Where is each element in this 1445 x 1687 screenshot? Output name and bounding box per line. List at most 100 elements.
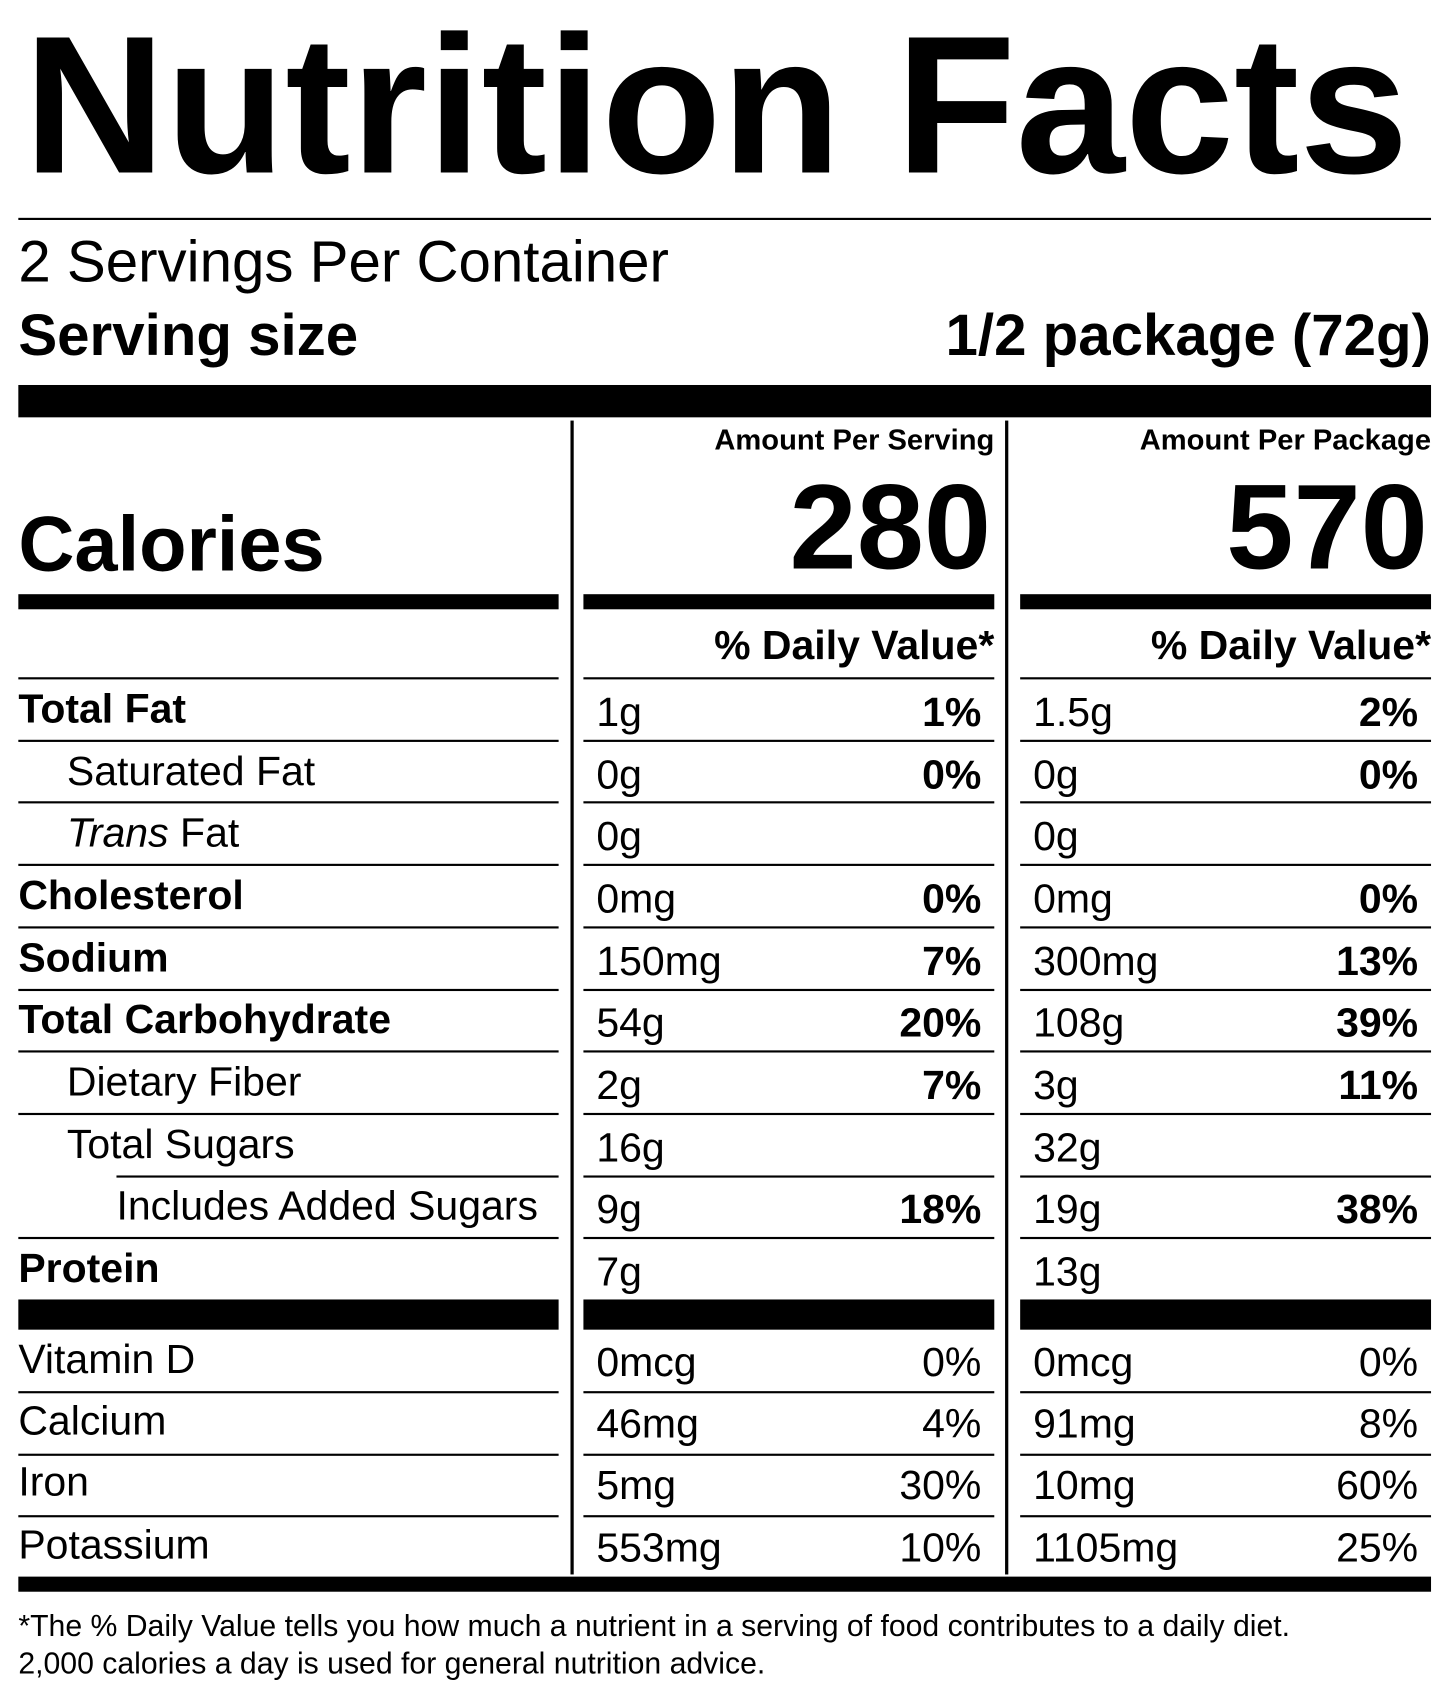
daily-value: 39% bbox=[1336, 1001, 1419, 1047]
rule bbox=[583, 926, 995, 929]
amount: 0g bbox=[1033, 752, 1079, 798]
nutrient-label: Dietary Fiber bbox=[66, 1060, 302, 1106]
vitamin-label: Calcium bbox=[18, 1398, 167, 1445]
rule bbox=[18, 384, 1432, 418]
daily-value: 60% bbox=[1336, 1463, 1419, 1510]
amount: 7g bbox=[596, 1250, 642, 1296]
rule bbox=[18, 988, 559, 991]
daily-value: 0% bbox=[922, 1340, 982, 1386]
nutrient-label: Protein bbox=[18, 1246, 160, 1293]
amount: 16g bbox=[596, 1125, 665, 1171]
rule bbox=[18, 594, 559, 610]
amount: 3g bbox=[1033, 1063, 1079, 1109]
rule bbox=[18, 1514, 559, 1518]
amount: 553mg bbox=[596, 1525, 722, 1571]
rule bbox=[583, 594, 995, 610]
amount: 10mg bbox=[1033, 1463, 1136, 1510]
rule bbox=[18, 1112, 559, 1115]
dv-header: % Daily Value* bbox=[1150, 623, 1432, 669]
footnote: *The % Daily Value tells you how much a … bbox=[18, 1609, 1291, 1643]
column-header: Amount Per Serving bbox=[714, 423, 995, 457]
amount: 46mg bbox=[596, 1402, 699, 1448]
rule bbox=[18, 739, 559, 742]
amount: 0mg bbox=[1033, 876, 1113, 922]
daily-value: 30% bbox=[899, 1463, 982, 1510]
rule bbox=[583, 677, 995, 680]
rule bbox=[570, 420, 574, 1575]
rule bbox=[583, 1112, 995, 1115]
nutrient-label: Trans Fat bbox=[67, 813, 239, 854]
amount: 300mg bbox=[1033, 938, 1159, 985]
daily-value: 20% bbox=[899, 1001, 982, 1047]
rule bbox=[18, 1391, 559, 1394]
amount: 1105mg bbox=[1033, 1525, 1179, 1571]
rule bbox=[583, 1050, 995, 1053]
daily-value: 11% bbox=[1338, 1063, 1419, 1109]
daily-value: 25% bbox=[1336, 1525, 1419, 1571]
nutrient-label: Cholesterol bbox=[18, 873, 244, 919]
rule bbox=[583, 739, 995, 742]
rule bbox=[583, 801, 995, 804]
vitamin-label: Vitamin D bbox=[18, 1337, 196, 1383]
rule bbox=[583, 1514, 995, 1518]
rule bbox=[18, 801, 559, 804]
rule bbox=[583, 1391, 995, 1394]
rule bbox=[583, 1175, 995, 1178]
column-header: Amount Per Package bbox=[1139, 423, 1432, 457]
daily-value: 7% bbox=[922, 938, 982, 985]
daily-value: 1% bbox=[922, 689, 982, 736]
rule bbox=[1020, 677, 1432, 680]
amount: 0mcg bbox=[1033, 1340, 1134, 1386]
rule bbox=[116, 1175, 559, 1178]
calories-value: 570 bbox=[1226, 459, 1428, 595]
daily-value: 0% bbox=[922, 876, 982, 922]
serving-size-label: Serving size bbox=[18, 303, 359, 369]
rule bbox=[18, 863, 559, 867]
calories-label: Calories bbox=[18, 501, 325, 588]
amount: 5mg bbox=[596, 1463, 677, 1510]
rule bbox=[1020, 988, 1432, 991]
rule bbox=[583, 863, 995, 867]
nutrient-label: Saturated Fat bbox=[66, 748, 316, 795]
daily-value: 13% bbox=[1336, 938, 1419, 985]
daily-value: 2% bbox=[1358, 689, 1419, 736]
serving-size-value: 1/2 package (72g) bbox=[945, 303, 1432, 369]
title: Nutrition Facts bbox=[23, 0, 1409, 215]
servings: 2 Servings Per Container bbox=[18, 230, 669, 295]
amount: 0mcg bbox=[596, 1340, 697, 1386]
rule bbox=[1020, 801, 1432, 804]
rule bbox=[583, 1299, 995, 1330]
italic-prefix: Trans bbox=[66, 811, 169, 857]
label-text: Fat bbox=[180, 811, 240, 857]
vitamin-label: Potassium bbox=[18, 1522, 210, 1568]
rule bbox=[1020, 1050, 1432, 1053]
rule bbox=[1020, 1453, 1432, 1456]
amount: 0g bbox=[596, 814, 642, 860]
rule bbox=[18, 1050, 559, 1053]
daily-value: 0% bbox=[1358, 876, 1419, 922]
footnote: 2,000 calories a day is used for general… bbox=[18, 1647, 766, 1681]
rule bbox=[1020, 1391, 1432, 1394]
nutrient-label: Total Fat bbox=[18, 686, 187, 733]
dv-header: % Daily Value* bbox=[714, 623, 995, 669]
rule bbox=[1020, 863, 1432, 867]
daily-value: 8% bbox=[1358, 1402, 1419, 1448]
daily-value: 0% bbox=[922, 752, 982, 798]
rule bbox=[18, 677, 559, 680]
rule bbox=[1020, 1514, 1432, 1518]
rule bbox=[1020, 1175, 1432, 1178]
rule bbox=[18, 217, 1432, 220]
rule bbox=[18, 1299, 559, 1330]
vitamin-label: Iron bbox=[18, 1460, 89, 1506]
rule bbox=[583, 1453, 995, 1456]
rule bbox=[18, 1453, 559, 1456]
amount: 9g bbox=[596, 1187, 642, 1234]
amount: 32g bbox=[1033, 1125, 1102, 1171]
nutrient-label: Sodium bbox=[18, 935, 169, 981]
amount: 54g bbox=[596, 1001, 665, 1047]
calories-value: 280 bbox=[789, 459, 992, 595]
daily-value: 38% bbox=[1336, 1187, 1419, 1234]
daily-value: 7% bbox=[922, 1063, 982, 1109]
